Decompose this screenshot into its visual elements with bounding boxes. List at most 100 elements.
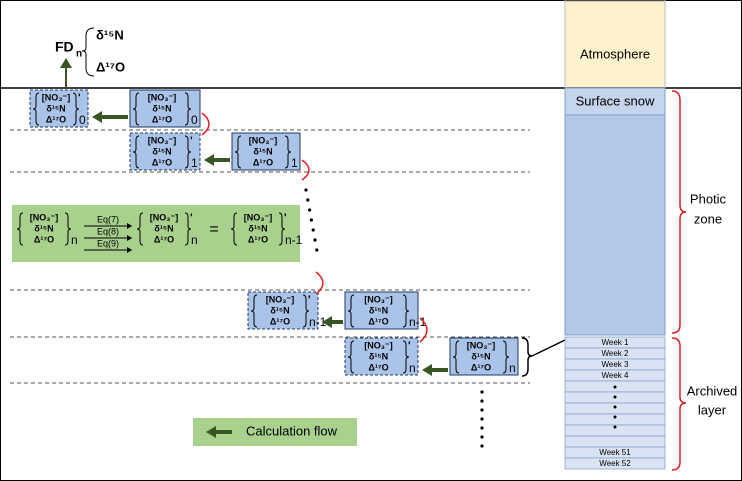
brace: [184, 135, 192, 169]
brace: [302, 294, 310, 328]
box-line: Δ¹⁷O: [46, 114, 66, 124]
link-arc: [301, 159, 310, 181]
box-line: Δ¹⁷O: [368, 362, 388, 372]
eq-arrowhead: [127, 223, 132, 229]
dot: [306, 198, 310, 202]
box-line: Δ¹⁷O: [34, 234, 54, 244]
brace: [72, 92, 80, 126]
box-line: δ¹⁵N: [46, 103, 65, 113]
prime: ': [284, 212, 287, 224]
flow-arrow: [204, 154, 230, 166]
dot: [613, 395, 617, 399]
prime: ': [408, 340, 411, 352]
week-row: [564, 457, 666, 470]
brace: [284, 135, 292, 169]
fd-brace: [81, 27, 95, 77]
box-line: [NO₃⁻]: [467, 340, 495, 350]
box-line: δ¹⁵N: [471, 351, 490, 361]
box-line: [NO₃⁻]: [30, 212, 58, 222]
surface-snow-cell: [564, 87, 666, 116]
week-label: Week 2: [602, 349, 630, 358]
subscript: 1: [291, 156, 298, 170]
subscript: n: [71, 233, 78, 247]
box-line: δ¹⁵N: [253, 146, 272, 156]
brace: [184, 212, 192, 246]
surface-snow-label: Surface snow: [576, 93, 655, 108]
dot: [308, 208, 312, 212]
box-line: Δ¹⁷O: [253, 157, 273, 167]
week-link: [531, 339, 566, 357]
box-line: δ¹⁵N: [154, 223, 173, 233]
box-line: δ¹⁵N: [34, 223, 53, 233]
prime: ': [190, 212, 193, 224]
dot: [315, 248, 319, 252]
box-line: [NO₃⁻]: [364, 294, 392, 304]
brace: [402, 340, 410, 374]
fd-sub: n: [76, 49, 82, 60]
box-line: [NO₃⁻]: [42, 92, 70, 102]
brace: [32, 92, 40, 126]
brace: [136, 212, 144, 246]
box-line: δ¹⁵N: [369, 305, 388, 315]
atmosphere-label: Atmosphere: [580, 46, 650, 61]
up-arrow: [60, 58, 72, 88]
link-arc: [315, 271, 324, 295]
week-label: Week 3: [602, 360, 630, 369]
box-line: Δ¹⁷O: [471, 362, 491, 372]
archived-label: Archived: [687, 383, 738, 398]
dot: [480, 399, 484, 403]
brace: [230, 212, 238, 246]
brace: [452, 340, 460, 374]
dot: [480, 417, 484, 421]
dot: [480, 426, 484, 430]
dot: [309, 218, 313, 222]
week-label: Week 4: [602, 371, 630, 380]
dot: [480, 435, 484, 439]
brace: [402, 294, 410, 328]
box-line: Δ¹⁷O: [248, 234, 268, 244]
fd-line: δ¹⁵N: [96, 27, 124, 42]
box-line: Δ¹⁷O: [368, 316, 388, 326]
box-line: Δ¹⁷O: [154, 234, 174, 244]
flow-arrow: [322, 316, 343, 328]
photic-label: Photic: [690, 191, 727, 206]
dot: [613, 385, 617, 389]
brace: [347, 294, 355, 328]
brace: [184, 92, 192, 126]
dot: [613, 405, 617, 409]
eq-label: Eq(9): [97, 238, 119, 248]
link-arc: [419, 317, 428, 343]
subscript: 0: [79, 113, 86, 127]
dot: [311, 228, 315, 232]
eq-arrowhead: [127, 235, 132, 241]
subscript: n: [509, 361, 516, 375]
subscript: n: [191, 233, 198, 247]
box-line: δ¹⁵N: [369, 351, 388, 361]
brace: [278, 212, 286, 246]
box-line: [NO₃⁻]: [364, 340, 392, 350]
box-line: Δ¹⁷O: [270, 316, 290, 326]
box-line: δ¹⁵N: [248, 223, 267, 233]
eq-label: Eq(7): [97, 214, 119, 224]
brace: [132, 135, 140, 169]
eq-arrowhead: [127, 247, 132, 253]
box-line: [NO₃⁻]: [266, 294, 294, 304]
brace: [16, 212, 24, 246]
box-line: [NO₃⁻]: [244, 212, 272, 222]
box-line: δ¹⁵N: [152, 103, 171, 113]
box-line: [NO₃⁻]: [249, 135, 277, 145]
subscript: n: [409, 361, 416, 375]
link-arc: [201, 112, 210, 136]
dot: [313, 238, 317, 242]
brace: [347, 340, 355, 374]
brace: [502, 340, 510, 374]
dot: [480, 408, 484, 412]
subscript: 0: [191, 113, 198, 127]
photic-cell: [564, 114, 666, 336]
dot: [480, 444, 484, 448]
eq-label: Eq(8): [97, 226, 119, 236]
photic-brace: [671, 90, 687, 334]
prime: ': [78, 92, 81, 104]
week-label: Week 51: [599, 448, 631, 457]
